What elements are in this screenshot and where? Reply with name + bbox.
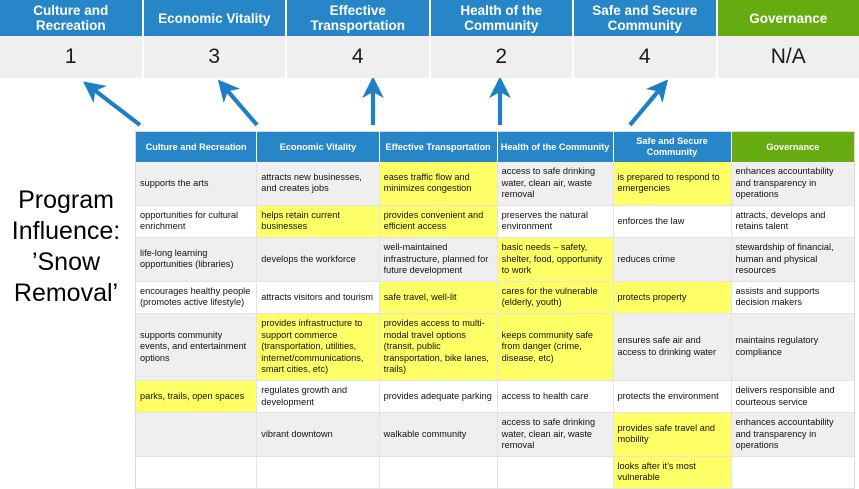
matrix-cell: life-long learning opportunities (librar… <box>136 237 257 281</box>
score-band-values-row: 1 3 4 2 4 N/A <box>0 36 859 78</box>
matrix-cell: enhances accountability and transparency… <box>731 413 854 457</box>
matrix-cell: provides infrastructure to support comme… <box>257 313 379 380</box>
matrix-col-effective-transportation: Effective Transportation <box>379 132 497 163</box>
matrix-cell: opportunities for cultural enrichment <box>136 205 257 237</box>
matrix-cell <box>731 456 854 488</box>
matrix-header: Culture and Recreation Economic Vitality… <box>136 132 855 163</box>
caption-line-3: ’Snow <box>0 247 132 278</box>
table-row: encourages healthy people (promotes acti… <box>136 281 855 313</box>
influence-matrix: Culture and Recreation Economic Vitality… <box>135 131 855 489</box>
matrix-cell: attracts new businesses, and creates job… <box>257 162 379 205</box>
caption-line-2: Influence: <box>0 216 132 247</box>
program-influence-caption: Program Influence: ’Snow Removal’ <box>0 185 132 309</box>
matrix-cell: protects property <box>613 281 731 313</box>
matrix-cell: access to health care <box>497 380 613 412</box>
score-header-label: Safe and Secure Community <box>578 3 712 33</box>
matrix-cell: is prepared to respond to emergencies <box>613 162 731 205</box>
matrix-cell <box>497 456 613 488</box>
matrix-cell: basic needs – safety, shelter, food, opp… <box>497 237 613 281</box>
matrix-cell: delivers responsible and courteous servi… <box>731 380 854 412</box>
matrix-cell: provides safe travel and mobility <box>613 413 731 457</box>
matrix-cell: access to safe drinking water, clean air… <box>497 413 613 457</box>
table-row: looks after it’s most vulnerable <box>136 456 855 488</box>
matrix-col-safe-and-secure-community: Safe and Secure Community <box>613 132 731 163</box>
matrix-cell: stewardship of financial, human and phys… <box>731 237 854 281</box>
matrix-cell: provides adequate parking <box>379 380 497 412</box>
matrix-header-row: Culture and Recreation Economic Vitality… <box>136 132 855 163</box>
matrix-col-economic-vitality: Economic Vitality <box>257 132 379 163</box>
matrix-cell: regulates growth and development <box>257 380 379 412</box>
matrix-cell: keeps community safe from danger (crime,… <box>497 313 613 380</box>
matrix-col-governance: Governance <box>731 132 854 163</box>
score-value-safe-and-secure-community: 4 <box>574 36 718 78</box>
matrix-cell: access to safe drinking water, clean air… <box>497 162 613 205</box>
score-header-label: Economic Vitality <box>158 11 270 26</box>
matrix-cell: attracts, develops and retains talent <box>731 205 854 237</box>
matrix-cell: cares for the vulnerable (elderly, youth… <box>497 281 613 313</box>
matrix-cell: provides convenient and efficient access <box>379 205 497 237</box>
matrix-cell: safe travel, well-lit <box>379 281 497 313</box>
arrow-up-left-1 <box>93 89 140 125</box>
score-value-governance: N/A <box>718 36 859 78</box>
score-header-label: Governance <box>749 11 827 26</box>
matrix-cell: well-maintained infrastructure, planned … <box>379 237 497 281</box>
matrix-cell: develops the workforce <box>257 237 379 281</box>
score-value-culture-and-recreation: 1 <box>0 36 144 78</box>
matrix-cell: attracts visitors and tourism <box>257 281 379 313</box>
influence-matrix-table: Culture and Recreation Economic Vitality… <box>135 131 855 489</box>
table-row: life-long learning opportunities (librar… <box>136 237 855 281</box>
matrix-col-culture-and-recreation: Culture and Recreation <box>136 132 257 163</box>
matrix-cell: provides access to multi-modal travel op… <box>379 313 497 380</box>
score-header-safe-and-secure-community: Safe and Secure Community <box>574 0 718 36</box>
matrix-cell: preserves the natural environment <box>497 205 613 237</box>
table-row: supports community events, and entertain… <box>136 313 855 380</box>
score-value-economic-vitality: 3 <box>144 36 288 78</box>
matrix-cell: assists and supports decision makers <box>731 281 854 313</box>
matrix-cell: ensures safe air and access to drinking … <box>613 313 731 380</box>
matrix-cell <box>136 456 257 488</box>
score-header-governance: Governance <box>718 0 859 36</box>
score-header-effective-transportation: Effective Transportation <box>287 0 431 36</box>
caption-line-4: Removal’ <box>0 278 132 309</box>
matrix-cell: supports community events, and entertain… <box>136 313 257 380</box>
matrix-cell: walkable community <box>379 413 497 457</box>
matrix-cell: reduces crime <box>613 237 731 281</box>
matrix-cell: eases traffic flow and minimizes congest… <box>379 162 497 205</box>
score-header-label: Health of the Community <box>435 3 569 33</box>
matrix-cell <box>379 456 497 488</box>
score-header-label: Effective Transportation <box>291 3 425 33</box>
matrix-cell: vibrant downtown <box>257 413 379 457</box>
score-band: Culture and Recreation Economic Vitality… <box>0 0 859 78</box>
score-band-header-row: Culture and Recreation Economic Vitality… <box>0 0 859 36</box>
score-header-culture-and-recreation: Culture and Recreation <box>0 0 144 36</box>
matrix-col-health-of-the-community: Health of the Community <box>497 132 613 163</box>
matrix-cell: supports the arts <box>136 162 257 205</box>
arrow-up-left-2 <box>226 89 257 125</box>
score-header-economic-vitality: Economic Vitality <box>144 0 288 36</box>
matrix-cell: maintains regulatory compliance <box>731 313 854 380</box>
matrix-cell: enforces the law <box>613 205 731 237</box>
arrow-layer <box>0 78 859 133</box>
matrix-cell <box>136 413 257 457</box>
score-header-health-of-the-community: Health of the Community <box>431 0 575 36</box>
matrix-cell: looks after it’s most vulnerable <box>613 456 731 488</box>
matrix-cell: helps retain current businesses <box>257 205 379 237</box>
score-value-health-of-the-community: 2 <box>431 36 575 78</box>
matrix-cell: enhances accountability and transparency… <box>731 162 854 205</box>
arrow-up-right-5 <box>630 89 660 125</box>
score-value-effective-transportation: 4 <box>287 36 431 78</box>
matrix-cell <box>257 456 379 488</box>
matrix-cell: protects the environment <box>613 380 731 412</box>
matrix-cell: encourages healthy people (promotes acti… <box>136 281 257 313</box>
matrix-cell: parks, trails, open spaces <box>136 380 257 412</box>
caption-line-1: Program <box>0 185 132 216</box>
score-header-label: Culture and Recreation <box>4 3 138 33</box>
